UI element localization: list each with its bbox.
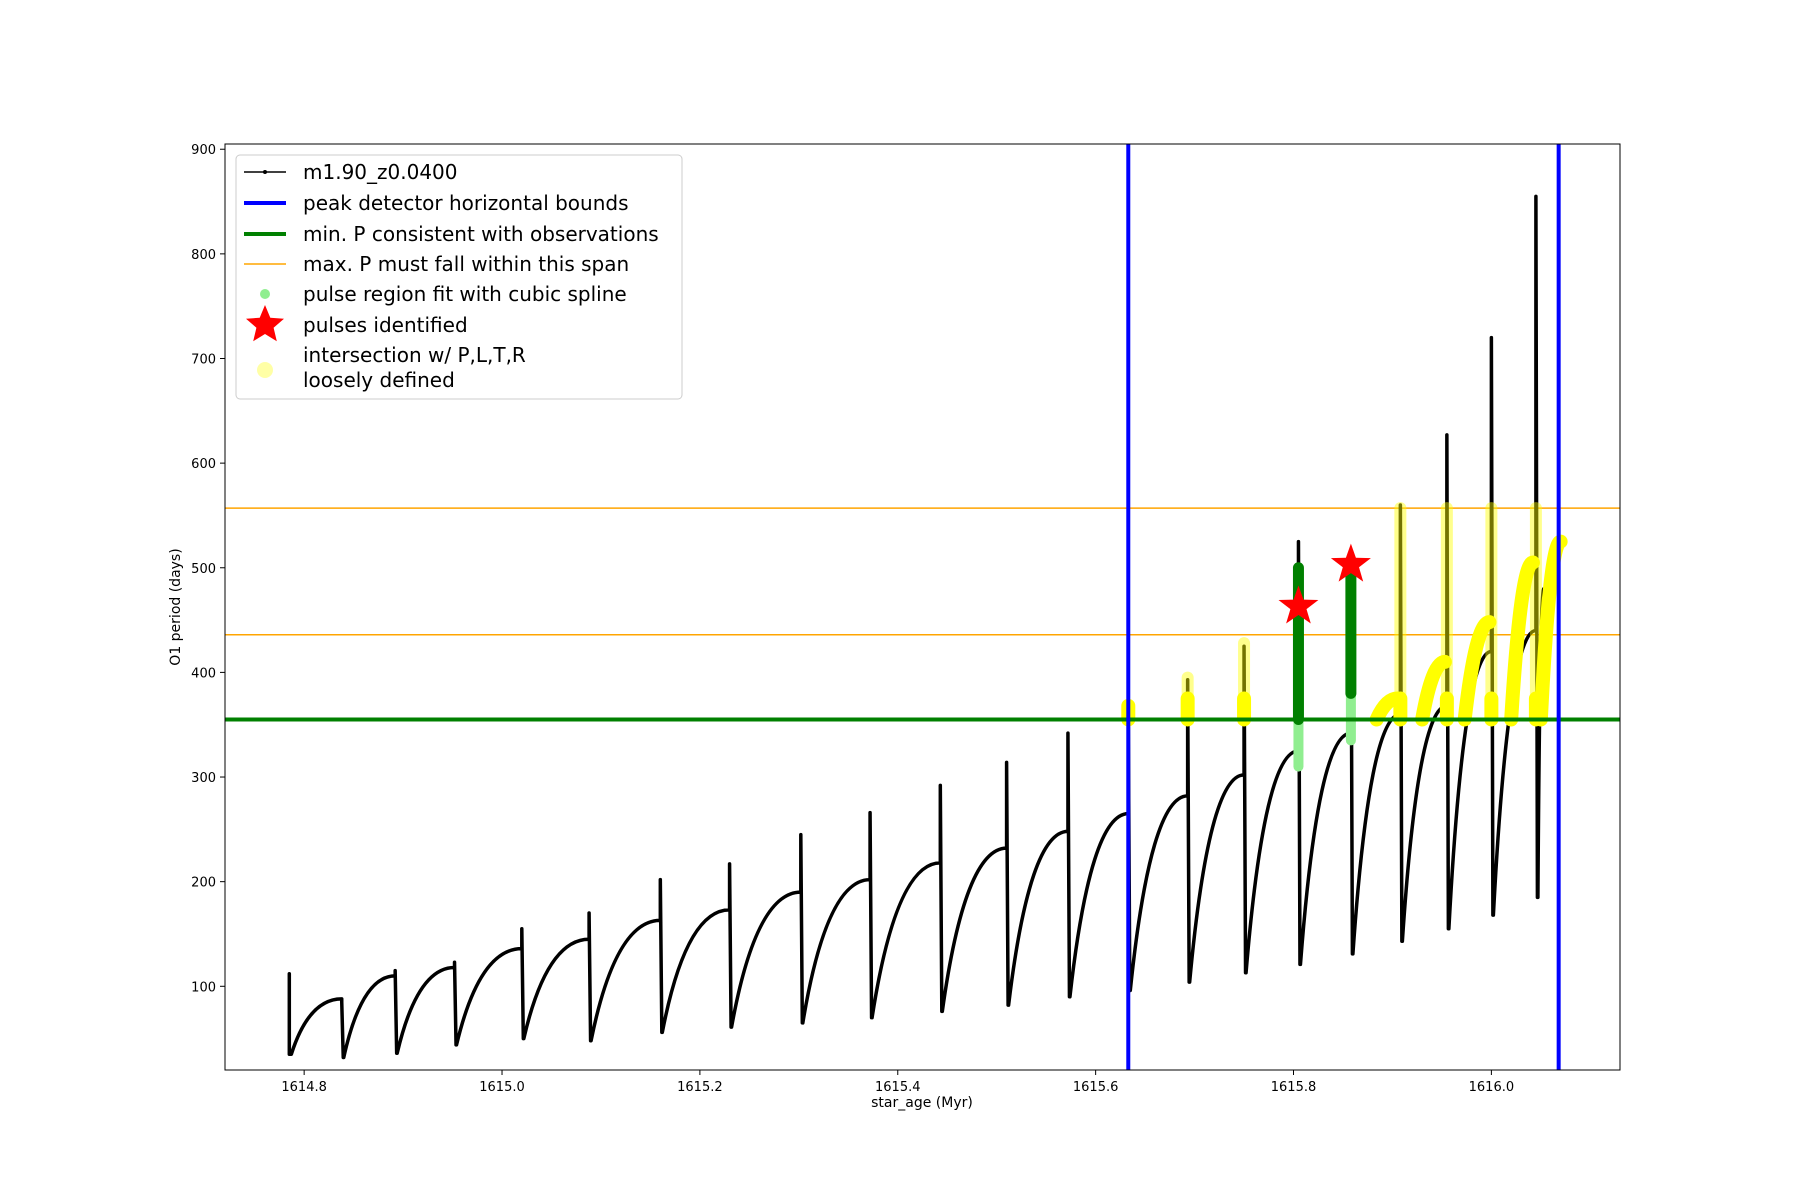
y-tick-label: 200 bbox=[191, 876, 216, 891]
y-tick-label: 600 bbox=[191, 457, 216, 472]
y-axis-label: O1 period (days) bbox=[168, 548, 184, 665]
y-tick-label: 800 bbox=[191, 248, 216, 263]
x-tick-label: 1614.8 bbox=[281, 1080, 327, 1095]
legend-label-loose-line1: intersection w/ P,L,T,R bbox=[303, 343, 526, 367]
x-tick-label: 1615.8 bbox=[1271, 1080, 1317, 1095]
legend-label-max-p: max. P must fall within this span bbox=[303, 252, 629, 276]
legend-label-min-p: min. P consistent with observations bbox=[303, 222, 659, 246]
legend-loose-marker bbox=[257, 362, 273, 378]
y-tick-label: 700 bbox=[191, 352, 216, 367]
legend-label-track: m1.90_z0.0400 bbox=[303, 160, 458, 184]
x-axis-label: star_age (Myr) bbox=[871, 1095, 973, 1111]
x-tick-label: 1615.2 bbox=[677, 1080, 723, 1095]
legend-label-pulses: pulses identified bbox=[303, 313, 468, 337]
x-tick-label: 1615.6 bbox=[1073, 1080, 1119, 1095]
loose-arc-2 bbox=[1415, 654, 1452, 727]
pulse-star-1 bbox=[1278, 585, 1319, 624]
pulse-star-2 bbox=[1330, 543, 1371, 582]
x-tick-label: 1616.0 bbox=[1469, 1080, 1515, 1095]
legend-star-marker bbox=[246, 305, 284, 342]
legend-label-bounds: peak detector horizontal bounds bbox=[303, 191, 629, 215]
legend: m1.90_z0.0400 peak detector horizontal b… bbox=[235, 154, 683, 400]
legend-box bbox=[235, 154, 683, 400]
x-tick-label: 1615.0 bbox=[479, 1080, 525, 1095]
y-axis: 100 200 300 400 500 600 700 800 900 bbox=[191, 143, 225, 995]
loose-arc-1 bbox=[1369, 691, 1405, 727]
legend-label-loose: intersection w/ P,L,T,R loosely defined bbox=[303, 343, 532, 392]
plot-data bbox=[225, 144, 1620, 1070]
legend-label-spline: pulse region fit with cubic spline bbox=[303, 282, 627, 306]
y-tick-label: 100 bbox=[191, 980, 216, 995]
y-tick-label: 500 bbox=[191, 562, 216, 577]
plot-frame bbox=[224, 143, 1621, 1071]
loose-arc-4 bbox=[1504, 555, 1540, 727]
x-axis: 1614.8 1615.0 1615.2 1615.4 1615.6 1615.8 1616… bbox=[281, 1070, 1514, 1095]
legend-track-marker bbox=[263, 170, 267, 174]
loose-arc-3 bbox=[1457, 615, 1497, 727]
y-tick-label: 300 bbox=[191, 771, 216, 786]
legend-spline-marker bbox=[260, 289, 270, 299]
y-tick-label: 400 bbox=[191, 666, 216, 681]
legend-label-loose-line2: loosely defined bbox=[303, 368, 455, 392]
x-tick-label: 1615.4 bbox=[875, 1080, 921, 1095]
y-tick-label: 900 bbox=[191, 143, 216, 158]
